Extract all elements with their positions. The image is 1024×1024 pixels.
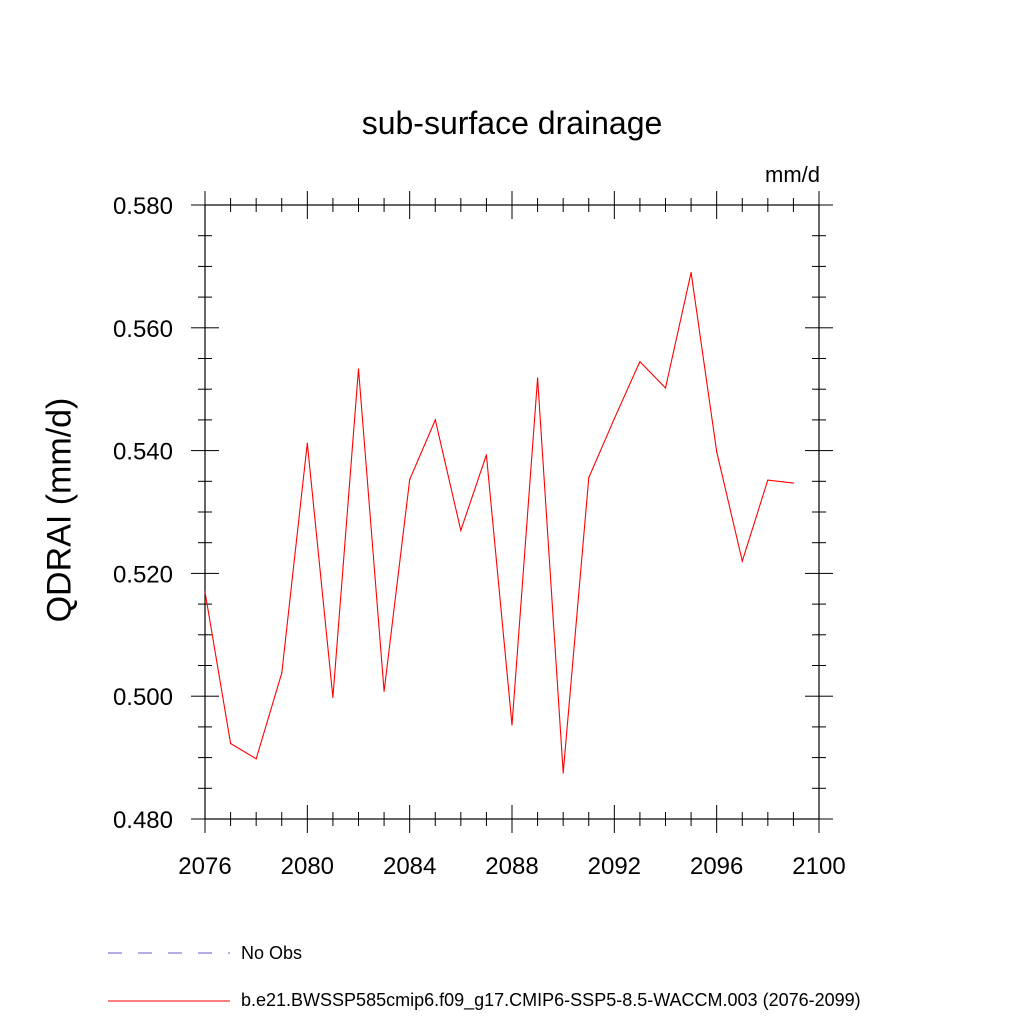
data-point: [306, 442, 308, 444]
data-point: [255, 758, 257, 760]
data-point: [460, 529, 462, 532]
series-line: [204, 272, 794, 773]
series-layer: [204, 271, 795, 774]
plot-frame: [204, 204, 820, 820]
x-tick-label: 2096: [690, 853, 743, 880]
y-tick-label: 0.540: [113, 439, 173, 466]
legend: [108, 952, 230, 1002]
data-point: [383, 690, 385, 692]
x-tick-label: 2088: [485, 853, 538, 880]
data-point: [204, 591, 206, 593]
y-tick-label: 0.560: [113, 316, 173, 343]
data-point: [332, 696, 334, 699]
data-point: [792, 482, 795, 484]
data-point: [588, 477, 590, 479]
data-point: [281, 672, 283, 674]
data-point: [434, 419, 436, 421]
legend-label-no-obs: No Obs: [241, 943, 303, 963]
x-tick-label: 2080: [281, 853, 334, 880]
data-point: [562, 772, 564, 774]
x-tick-label: 2100: [792, 853, 845, 880]
chart-title: sub-surface drainage: [361, 105, 663, 141]
data-point: [741, 560, 743, 562]
data-point: [357, 368, 360, 370]
y-tick-label: 0.580: [113, 193, 173, 220]
data-point: [664, 387, 667, 389]
x-tick-label: 2076: [178, 853, 231, 880]
x-tick-label: 2084: [383, 853, 436, 880]
data-point: [229, 742, 232, 745]
y-tick-label: 0.480: [113, 807, 173, 834]
data-point: [485, 454, 488, 456]
y-tick-label: 0.520: [113, 561, 173, 588]
axes: 2076 2080 2084 2088 2092 2096 2100 0.480 0.500 0.…: [113, 191, 846, 880]
data-point: [409, 478, 411, 481]
data-point: [613, 418, 615, 420]
y-tick-label: 0.500: [113, 684, 173, 711]
data-point: [767, 479, 769, 481]
data-point: [536, 377, 539, 379]
data-point: [690, 271, 692, 274]
legend-label-model-run: b.e21.BWSSP585cmip6.f09_g17.CMIP6-SSP5-8…: [241, 990, 861, 1010]
data-point: [639, 360, 641, 363]
units-label: mm/d: [765, 162, 820, 187]
data-point: [511, 724, 513, 726]
x-tick-label: 2092: [588, 853, 641, 880]
data-point: [716, 451, 718, 453]
